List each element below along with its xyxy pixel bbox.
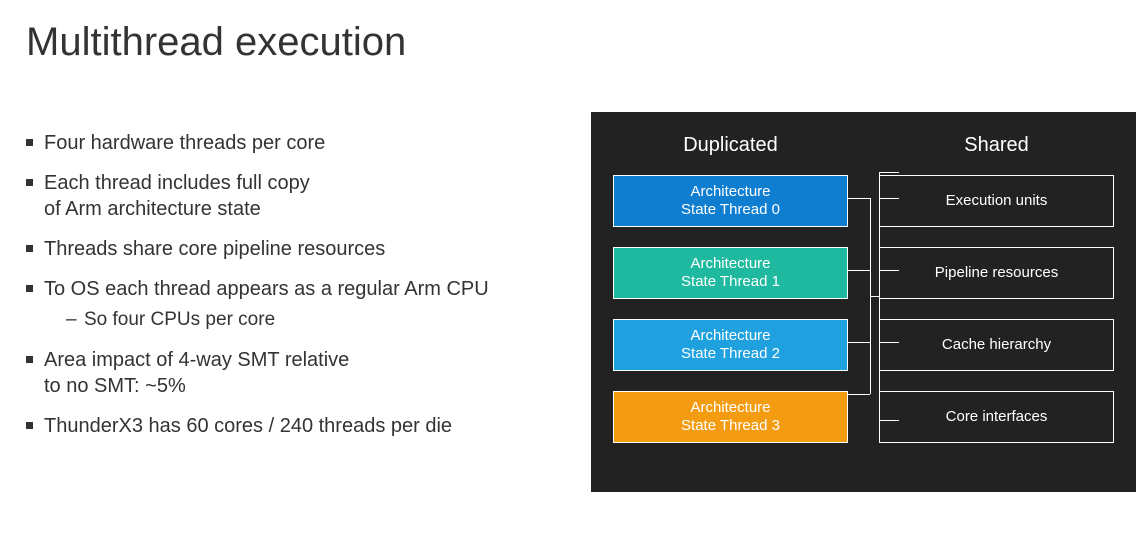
bullet-item: To OS each thread appears as a regular A… bbox=[26, 276, 566, 333]
connector-arm bbox=[848, 394, 870, 395]
duplicated-column: Duplicated ArchitectureState Thread 0 Ar… bbox=[613, 134, 848, 470]
duplicated-box: ArchitectureState Thread 1 bbox=[613, 247, 848, 299]
sub-bullet-text: So four CPUs per core bbox=[84, 309, 275, 330]
shared-box: Core interfaces bbox=[879, 391, 1114, 443]
duplicated-box: ArchitectureState Thread 3 bbox=[613, 391, 848, 443]
bullet-text: Area impact of 4-way SMT relativeto no S… bbox=[44, 349, 349, 397]
bracket-arm bbox=[879, 198, 899, 199]
bullet-item: Threads share core pipeline resources bbox=[26, 236, 566, 262]
column-header: Duplicated bbox=[613, 134, 848, 157]
bullet-item: Area impact of 4-way SMT relativeto no S… bbox=[26, 347, 566, 399]
connector-mid bbox=[870, 296, 879, 297]
bracket-arm bbox=[879, 420, 899, 421]
bullet-text: Each thread includes full copyof Arm arc… bbox=[44, 172, 310, 220]
connector-arm bbox=[848, 342, 870, 343]
bullet-text: ThunderX3 has 60 cores / 240 threads per… bbox=[44, 415, 452, 437]
sub-bullet-item: So four CPUs per core bbox=[66, 308, 566, 333]
bracket-arm bbox=[879, 342, 899, 343]
duplicated-box: ArchitectureState Thread 2 bbox=[613, 319, 848, 371]
shared-box: Pipeline resources bbox=[879, 247, 1114, 299]
bracket-vertical bbox=[879, 172, 880, 420]
connector-arm bbox=[848, 270, 870, 271]
slide-title: Multithread execution bbox=[26, 20, 406, 65]
shared-box: Cache hierarchy bbox=[879, 319, 1114, 371]
duplicated-box: ArchitectureState Thread 0 bbox=[613, 175, 848, 227]
column-header: Shared bbox=[879, 134, 1114, 157]
bullet-list: Four hardware threads per core Each thre… bbox=[26, 130, 566, 453]
shared-column: Shared Execution units Pipeline resource… bbox=[879, 134, 1114, 470]
bracket-arm bbox=[879, 270, 899, 271]
bullet-text: Four hardware threads per core bbox=[44, 132, 325, 154]
shared-box: Execution units bbox=[879, 175, 1114, 227]
bullet-item: Four hardware threads per core bbox=[26, 130, 566, 156]
bullet-text: To OS each thread appears as a regular A… bbox=[44, 278, 489, 300]
bracket-arm bbox=[879, 172, 899, 173]
connector-arm bbox=[848, 198, 870, 199]
architecture-diagram: Duplicated ArchitectureState Thread 0 Ar… bbox=[591, 112, 1136, 492]
bullet-item: Each thread includes full copyof Arm arc… bbox=[26, 170, 566, 222]
bullet-text: Threads share core pipeline resources bbox=[44, 238, 385, 260]
bullet-item: ThunderX3 has 60 cores / 240 threads per… bbox=[26, 413, 566, 439]
